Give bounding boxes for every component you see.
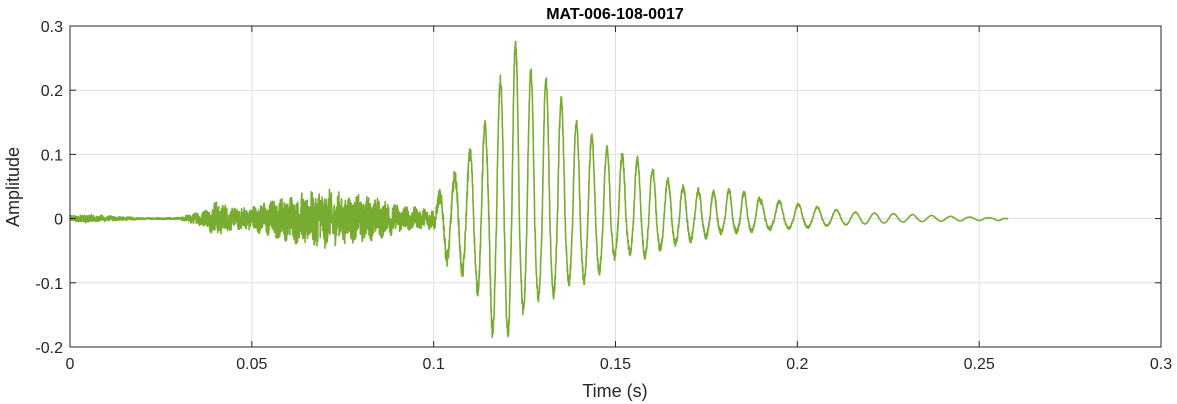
- y-tick-label: 0: [54, 212, 63, 229]
- chart-title: MAT-006-108-0017: [546, 6, 684, 23]
- series-line-waveform: [69, 40, 1009, 339]
- x-tick-label: 0.3: [1150, 356, 1172, 373]
- y-axis-label: Amplitude: [3, 147, 23, 227]
- y-tick-label: -0.1: [35, 276, 63, 293]
- data-layer: [69, 40, 1009, 339]
- x-tick-label: 0.05: [236, 356, 267, 373]
- grid-lines: [70, 26, 1161, 347]
- x-tick-label: 0.1: [423, 356, 445, 373]
- x-tick-label: 0: [66, 356, 75, 373]
- y-tick-label: 0.2: [41, 83, 63, 100]
- x-axis-label: Time (s): [582, 381, 647, 401]
- x-tick-label: 0.25: [964, 356, 995, 373]
- y-tick-label: 0.1: [41, 147, 63, 164]
- axis-ticks: 0 0.05 0.1 0.15 0.2 0.25 0.3 -0.2 -0.1 0 0.1 0.2 0.3: [35, 19, 1172, 373]
- y-tick-label: 0.3: [41, 19, 63, 36]
- x-tick-label: 0.15: [600, 356, 631, 373]
- x-tick-label: 0.2: [786, 356, 808, 373]
- y-tick-label: -0.2: [35, 340, 63, 357]
